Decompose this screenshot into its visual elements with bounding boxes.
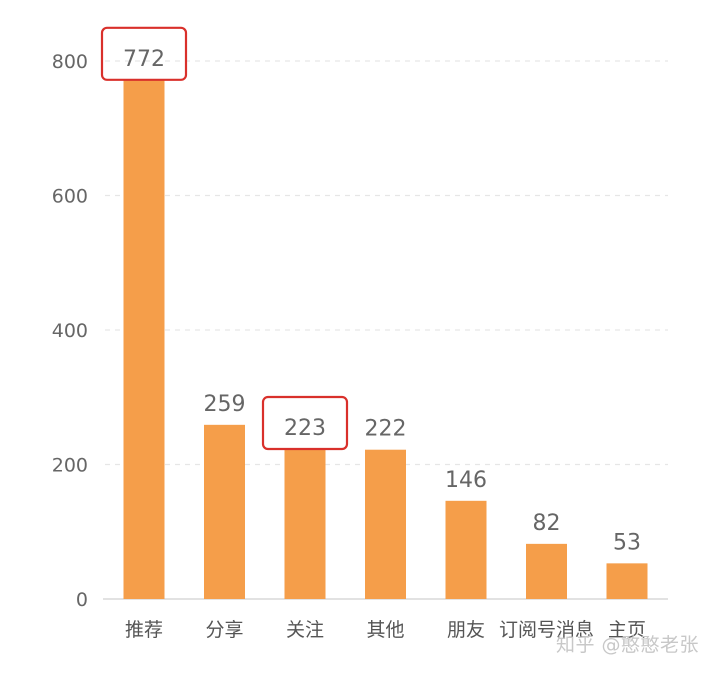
x-tick-label: 订阅号消息 [499,619,594,641]
data-label: 259 [204,392,246,417]
x-tick-label: 分享 [205,619,243,641]
bar [445,500,487,599]
highlight-box [100,26,188,81]
watermark-text: 知乎 @憨憨老张 [555,634,699,656]
bar [365,449,406,599]
bar [284,449,326,599]
y-tick-label: 800 [52,51,88,73]
bar [204,424,245,599]
bars [123,79,648,599]
bar [526,543,567,599]
data-label: 222 [365,417,407,442]
data-label: 82 [533,511,561,536]
axes: 0 200 400 600 800 推荐 分享 关注 其他 朋友 订阅号消息 主页 [52,51,668,641]
data-label: 223 [284,416,326,441]
y-tick-label: 200 [52,455,88,477]
bar [606,563,648,599]
y-tick-label: 0 [76,589,88,611]
highlight-box [261,395,349,451]
data-label: 772 [123,47,165,72]
y-tick-label: 600 [52,186,88,208]
y-tick-label: 400 [52,320,88,342]
highlight-boxes [100,26,349,451]
x-tick-label: 主页 [608,619,646,641]
x-tick-label: 推荐 [125,619,163,641]
grid-lines [105,60,668,466]
x-tick-label: 其他 [366,619,404,641]
data-label: 53 [613,530,641,555]
data-labels: 772 259 223 222 146 82 53 [123,47,641,556]
x-tick-label: 朋友 [447,619,485,641]
x-tick-label: 关注 [286,619,324,641]
data-label: 146 [445,468,487,493]
bar [123,79,165,599]
